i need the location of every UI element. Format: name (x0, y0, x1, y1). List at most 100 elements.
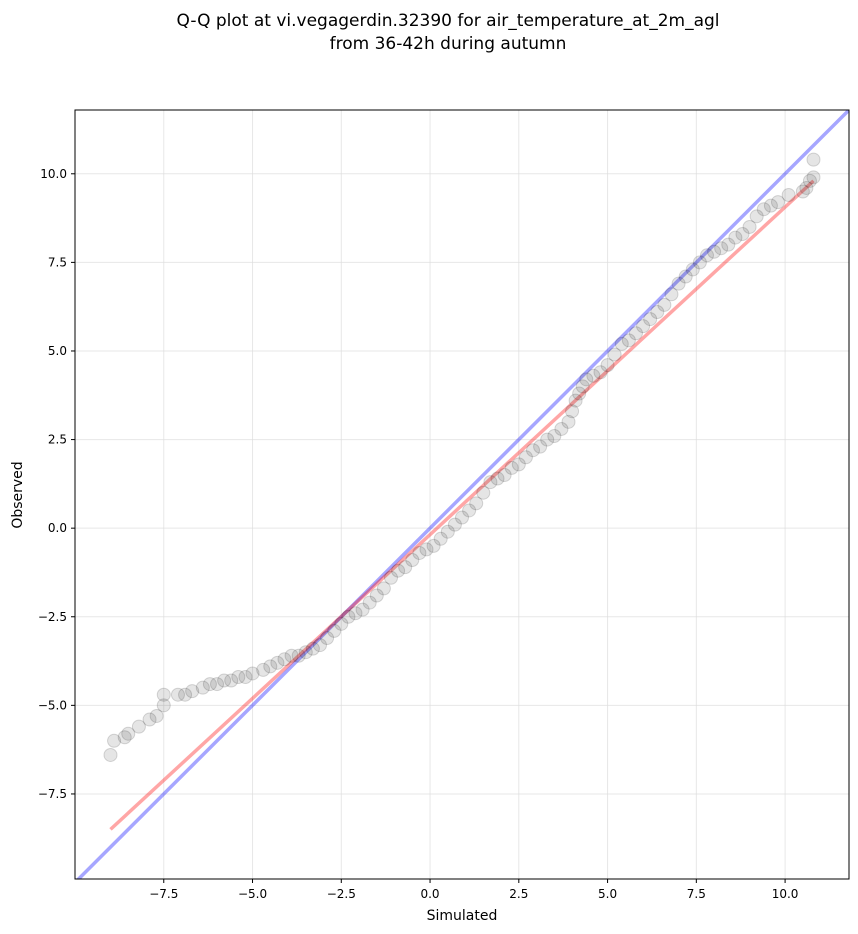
data-point (806, 152, 821, 167)
data-point (636, 319, 651, 334)
data-point (103, 747, 118, 762)
data-point (781, 188, 796, 203)
data-point (547, 429, 562, 444)
data-point (490, 471, 505, 486)
data-point (607, 347, 622, 362)
data-point (621, 333, 636, 348)
axis-ticks: −7.5 −5.0 −2.5 0.0 2.5 5.0 7.5 10.0 −7.5 −5.0 −2.5… (38, 167, 799, 901)
data-point (579, 372, 594, 387)
data-point (540, 432, 555, 447)
data-point (554, 421, 569, 436)
data-point (600, 358, 615, 373)
data-point (802, 173, 817, 188)
data-point (131, 719, 146, 734)
identity-line (76, 110, 849, 879)
data-point (707, 244, 722, 259)
x-tick-label: 0.0 (420, 887, 439, 901)
data-point (440, 524, 455, 539)
data-point (483, 475, 498, 490)
data-point (714, 241, 729, 256)
data-point (117, 730, 132, 745)
y-tick-label: −7.5 (38, 787, 67, 801)
data-point (497, 468, 512, 483)
data-point (721, 237, 736, 252)
data-point (263, 659, 278, 674)
x-tick-label: −7.5 (149, 887, 178, 901)
data-point (742, 219, 757, 234)
data-point (806, 170, 821, 185)
data-point (763, 198, 778, 213)
x-tick-label: −5.0 (238, 887, 267, 901)
data-point (217, 673, 232, 688)
data-point (664, 287, 679, 302)
data-point (799, 180, 814, 195)
x-tick-label: 7.5 (687, 887, 706, 901)
data-point (341, 609, 356, 624)
y-tick-label: 5.0 (48, 344, 67, 358)
data-point (447, 517, 462, 532)
data-point (586, 368, 601, 383)
chart-title-line1: Q-Q plot at vi.vegagerdin.32390 for air_… (176, 11, 719, 31)
data-point (650, 304, 665, 319)
y-tick-label: −2.5 (38, 610, 67, 624)
data-point (568, 393, 583, 408)
data-point (657, 297, 672, 312)
x-tick-label: −2.5 (327, 887, 356, 901)
data-point (575, 379, 590, 394)
data-point (643, 312, 658, 327)
data-point (735, 227, 750, 242)
x-tick-label: 2.5 (509, 887, 528, 901)
x-axis-label: Simulated (427, 908, 498, 924)
chart-title-line2: from 36-42h during autumn (330, 34, 567, 54)
data-point (107, 733, 122, 748)
data-point (572, 386, 587, 401)
data-point (298, 645, 313, 660)
data-point (142, 712, 157, 727)
data-point (348, 606, 363, 621)
data-point (156, 687, 171, 702)
data-point (245, 666, 260, 681)
data-point (469, 496, 484, 511)
data-point (526, 443, 541, 458)
fit-line (109, 179, 815, 831)
data-point (305, 641, 320, 656)
data-point (685, 262, 700, 277)
data-point (178, 687, 193, 702)
data-point (756, 202, 771, 217)
data-point (185, 684, 200, 699)
data-point (678, 269, 693, 284)
data-point (561, 414, 576, 429)
data-point (256, 662, 271, 677)
data-point (504, 460, 519, 475)
data-point (355, 602, 370, 617)
y-tick-label: 10.0 (40, 167, 67, 181)
data-point (376, 581, 391, 596)
data-point (170, 687, 185, 702)
data-point (202, 677, 217, 692)
data-point (518, 450, 533, 465)
data-point (224, 673, 239, 688)
y-axis-label: Observed (10, 461, 26, 528)
data-point (419, 542, 434, 557)
data-point (405, 553, 420, 568)
plot-area (76, 110, 849, 879)
data-point (231, 670, 246, 685)
data-point (671, 276, 686, 291)
data-point (291, 648, 306, 663)
x-tick-label: 5.0 (598, 887, 617, 901)
y-tick-label: 7.5 (48, 255, 67, 269)
plot-frame (74, 109, 850, 880)
data-point (770, 195, 785, 210)
data-point (195, 680, 210, 695)
data-point (334, 616, 349, 631)
data-point (320, 631, 335, 646)
data-point (210, 677, 225, 692)
data-point (312, 638, 327, 653)
data-point (433, 531, 448, 546)
data-point (462, 503, 477, 518)
data-point (455, 510, 469, 525)
y-tick-label: −5.0 (38, 698, 67, 712)
data-point (728, 230, 743, 245)
data-point (369, 588, 384, 603)
